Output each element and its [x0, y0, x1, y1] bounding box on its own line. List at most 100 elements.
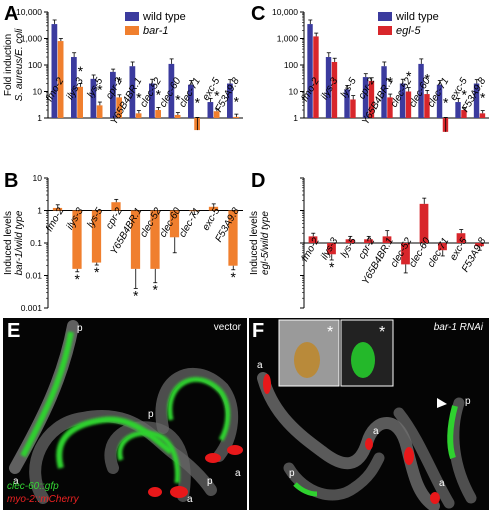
gfp-signal [447, 405, 458, 459]
bar-wild-type [473, 83, 480, 118]
bar-egl-5-wild-type [401, 243, 410, 265]
category-label: ilys-3 [65, 206, 86, 232]
bar-bar-1-wild-type [91, 210, 102, 263]
worm-marker: p [289, 468, 295, 479]
worm-body [155, 367, 239, 462]
significance-star: * [443, 94, 449, 110]
bar-bar-1-wild-type [169, 210, 180, 238]
worm-marker: a [439, 478, 445, 489]
significance-star: * [387, 74, 393, 90]
panel-letter-e: E [7, 320, 21, 342]
gfp-signal [117, 430, 180, 484]
category-label: ilys-3 [319, 76, 340, 102]
y-tick-label: 10 [33, 173, 43, 183]
worm-marker: p [148, 409, 154, 420]
bar-egl-5-wild-type [475, 243, 484, 247]
y-tick-label: 1 [37, 113, 42, 123]
significance-star: * [406, 68, 412, 84]
bar-wild-type [51, 24, 58, 118]
mcherry-signal [227, 445, 243, 455]
y-tick-label: 1 [293, 113, 298, 123]
micrograph-e: p a p a p a vector clec-60::gfp myo-2::m… [3, 318, 247, 510]
bar-bar-1-wild-type [228, 210, 238, 266]
bar-bar-1 [96, 105, 103, 118]
bar-egl-5 [479, 113, 486, 118]
bar-bar-1 [135, 113, 142, 118]
bar-egl-5 [405, 91, 412, 118]
arrowhead-marker [437, 398, 447, 408]
bar-bar-1 [57, 41, 64, 118]
worm-marker: a [373, 426, 379, 437]
y-tick-label: 1,000 [277, 34, 299, 44]
micro-e-corner-label: vector [213, 322, 241, 333]
bar-wild-type [71, 57, 77, 118]
bar-wild-type [168, 63, 175, 118]
bar-egl-5-wild-type [364, 239, 373, 243]
worm-marker: a [13, 476, 19, 487]
bar-egl-5-wild-type [382, 236, 392, 243]
bar-bar-1 [213, 111, 220, 118]
bar-egl-5 [424, 94, 430, 118]
bar-egl-5 [368, 80, 375, 118]
bar-wild-type [418, 63, 424, 118]
gfp-signal [20, 331, 74, 458]
significance-star: * [175, 91, 181, 107]
bar-wild-type [381, 66, 387, 118]
gfp-signal [293, 482, 318, 497]
category-label: ilys-3 [319, 236, 340, 262]
significance-star: * [234, 93, 240, 109]
panel-letter-a: A [4, 3, 19, 25]
panel-letter-f: F [252, 320, 265, 342]
chart-d-induced-levels: *fmo-2ilys-3lys-5cpr-2Y65B4BR.1clec-52cl… [249, 177, 489, 309]
legend-swatch [378, 12, 392, 21]
category-label: fmo-2 [44, 206, 67, 234]
significance-star: * [78, 63, 84, 79]
y-tick-label: 10,000 [16, 7, 42, 17]
legend-label: egl-5 [396, 25, 421, 37]
mcherry-signal [148, 487, 162, 497]
legend-label: bar-1 [143, 25, 168, 37]
significance-star: * [195, 94, 201, 110]
bar-wild-type [129, 66, 136, 118]
bar-wild-type [362, 77, 369, 118]
y-tick-label: 0.1 [30, 238, 42, 248]
micrograph-e-worms [9, 320, 243, 504]
significance-star: * [75, 271, 81, 287]
bar-wild-type [436, 84, 443, 118]
bar-egl-5-wild-type [327, 243, 336, 255]
worm-body [393, 407, 455, 509]
bar-bar-1 [174, 114, 181, 118]
category-label: fmo-2 [300, 76, 323, 104]
inset-star-mark: * [379, 324, 386, 341]
mcherry-signal [263, 374, 271, 394]
bar-bar-1-wild-type [111, 202, 121, 211]
y-tick-label: 10 [289, 87, 299, 97]
y-axis-label: Induced levels [249, 211, 260, 275]
significance-star: * [231, 269, 237, 285]
significance-star: * [480, 90, 486, 106]
gfp-signal [56, 416, 173, 469]
mcherry-signal [365, 438, 373, 450]
significance-star: * [156, 86, 162, 102]
bar-egl-5 [387, 97, 393, 118]
y-tick-label: 0.01 [25, 271, 42, 281]
panel-letter-b: B [4, 170, 19, 192]
bar-egl-5-wild-type [419, 203, 429, 243]
mcherry-legend-label: myo-2::mCherry [7, 494, 79, 505]
bar-wild-type [188, 84, 194, 118]
y-tick-label: 1,000 [21, 34, 43, 44]
micrograph-f-worms [257, 319, 477, 510]
significance-star: * [117, 74, 123, 90]
significance-star: * [214, 88, 220, 104]
bar-egl-5 [350, 99, 356, 118]
panel-letter-d: D [251, 170, 266, 192]
category-label: lys-5 [85, 206, 105, 230]
gfp-signal [167, 377, 231, 442]
bar-egl-5 [461, 110, 467, 118]
legend-label: wild type [142, 11, 186, 23]
inset-star-mark: * [327, 324, 334, 341]
mcherry-signal [170, 486, 188, 498]
bar-bar-1 [116, 97, 122, 118]
worm-marker: a [235, 468, 241, 479]
